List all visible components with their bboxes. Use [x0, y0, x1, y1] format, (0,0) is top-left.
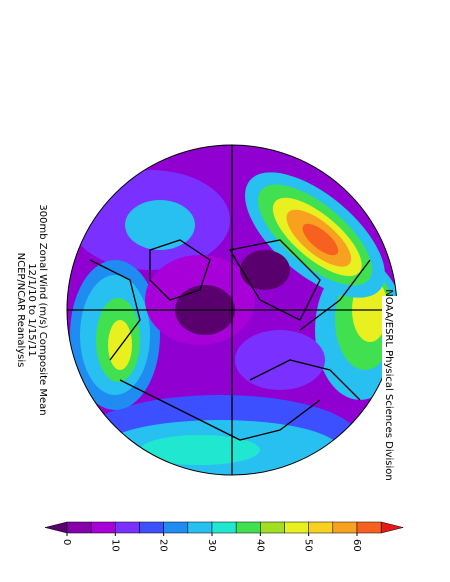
- colorbar-label: 40: [254, 539, 265, 552]
- colorbar-label: 10: [109, 539, 120, 552]
- title-line: 12/1/10 to 1/15/11: [26, 263, 37, 357]
- title-line: 300mb Zonal Wind (m/s) Composite Mean: [37, 204, 48, 415]
- colorbar-swatch: [332, 521, 358, 534]
- credit-box: [382, 296, 398, 474]
- colorbar-swatch: [356, 521, 382, 534]
- colorbar-swatch: [284, 521, 309, 534]
- colorbar-arrow: [380, 521, 404, 534]
- colorbar-swatch: [163, 521, 189, 534]
- colorbar-swatch: [308, 521, 334, 534]
- colorbar-swatch: [139, 521, 164, 534]
- credit: NOAA/ESRL Physical Sciences Division: [383, 289, 394, 481]
- colorbar-swatch: [235, 521, 261, 534]
- colorbar-arrow: [44, 521, 68, 534]
- colorbar-swatch: [211, 521, 237, 534]
- colorbar-swatch: [115, 521, 140, 534]
- colorbar-swatch: [187, 521, 213, 534]
- colorbar-label: 20: [158, 539, 169, 552]
- map: [67, 145, 397, 475]
- title-line: NCEP/NCAR Reanalysis: [15, 253, 26, 368]
- colorbar-swatch: [66, 521, 92, 534]
- colorbar: 0 10 20 30 40 50 60: [44, 521, 404, 552]
- colorbar-label: 30: [206, 539, 217, 552]
- colorbar-swatch: [260, 521, 285, 534]
- colorbar-swatch: [90, 521, 116, 534]
- colorbar-label: 50: [303, 539, 314, 552]
- colorbar-label: 0: [61, 539, 72, 545]
- colorbar-label: 60: [351, 539, 362, 552]
